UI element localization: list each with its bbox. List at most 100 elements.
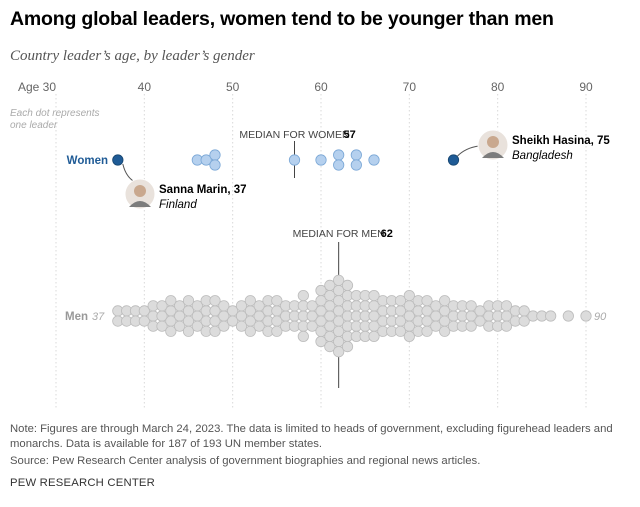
women-dot-64 (350, 159, 362, 171)
tick-label-80: 80 (491, 80, 505, 94)
annotation-connector-2 (457, 145, 479, 157)
men-dot-60 (315, 284, 327, 297)
men-dot-66 (368, 330, 380, 342)
men-dot-72 (421, 325, 433, 337)
men-dot-66 (368, 289, 380, 302)
men-max-label: 90 (594, 311, 607, 323)
women-dot-60 (315, 154, 327, 166)
men-dot-42 (156, 300, 168, 312)
men-dot-40 (138, 315, 150, 327)
men-dot-81 (500, 300, 513, 312)
women-dot-64 (350, 149, 362, 161)
men-dot-53 (253, 320, 265, 332)
annotation-1-name: Sanna Marin, 37 (159, 184, 247, 196)
men-dot-60 (315, 335, 327, 348)
men-dot-59 (306, 320, 318, 332)
men-dot-44 (174, 300, 186, 312)
men-dot-51 (235, 300, 248, 312)
men-dot-86 (545, 310, 557, 322)
men-dot-43 (165, 325, 177, 337)
men-dot-49 (218, 320, 230, 332)
men-dot-55 (271, 325, 283, 337)
men-dot-88 (562, 310, 574, 322)
men-dot-61 (324, 279, 336, 291)
men-dot-45 (182, 295, 195, 307)
annotation-2-country: Bangladesh (512, 150, 573, 162)
men-dot-58 (297, 289, 309, 302)
annotation-2-name: Sheikh Hasina, 75 (512, 135, 610, 147)
women-dot-48 (209, 159, 221, 171)
median-women-label: MEDIAN FOR WOMEN (239, 129, 349, 141)
men-dot-77 (465, 300, 477, 312)
men-dot-45 (182, 325, 195, 337)
source-note: Source: Pew Research Center analysis of … (10, 455, 481, 467)
avatar-icon-2-body (482, 152, 504, 158)
chart-subtitle: Country leader’s age, by leader’s gender (10, 48, 255, 64)
men-dot-74 (439, 295, 451, 307)
brand-footer: PEW RESEARCH CENTER (10, 477, 156, 489)
women-dot-57 (288, 154, 301, 166)
men-dot-81 (500, 320, 513, 332)
avatar-icon-2 (477, 129, 509, 161)
row-label-men: Men (65, 311, 88, 323)
avatar-icon-1-body (129, 201, 151, 207)
men-dot-48 (209, 325, 221, 337)
men-dot-51 (235, 320, 248, 332)
men-dot-46 (191, 320, 203, 332)
tick-label-60: 60 (314, 80, 328, 94)
men-dot-77 (465, 320, 477, 332)
median-men-label: MEDIAN FOR MEN (293, 228, 385, 240)
men-dot-46 (191, 300, 203, 312)
women-dot-62 (333, 159, 345, 171)
women-dot-75 (447, 154, 460, 166)
men-dot-90 (580, 310, 592, 322)
note-line-2: monarchs. Data is available for 187 of 1… (10, 438, 323, 450)
men-dot-43 (165, 295, 177, 307)
avatar-icon-1-face (134, 185, 146, 197)
dot-legend-note-2: one leader (10, 120, 58, 131)
men-dot-53 (253, 300, 265, 312)
men-dot-72 (421, 295, 433, 307)
tick-label-90: 90 (579, 80, 593, 94)
men-dot-61 (324, 340, 336, 353)
men-dot-62 (333, 346, 345, 358)
median-men-value: 62 (381, 228, 393, 240)
annotation-connector-1 (122, 163, 136, 183)
men-dot-70 (403, 330, 415, 342)
tick-label-40: 40 (138, 80, 152, 94)
beeswarm-chart: Age 30 40 50 60 70 80 90 Each dot representsone… (10, 80, 610, 408)
men-dot-48 (209, 295, 221, 307)
chart-title: Among global leaders, women tend to be y… (10, 8, 554, 30)
avatar-icon-2-face (487, 136, 499, 148)
men-dot-55 (271, 295, 283, 307)
men-dot-83 (518, 315, 530, 327)
men-dot-62 (333, 274, 345, 286)
men-dot-69 (394, 295, 407, 307)
men-dot-59 (306, 300, 318, 312)
note-line-1: Note: Figures are through March 24, 2023… (10, 423, 613, 435)
men-dot-52 (244, 295, 256, 307)
men-dot-49 (218, 300, 230, 312)
women-dot-47 (200, 154, 212, 166)
men-dot-50 (227, 315, 239, 327)
men-dot-42 (156, 320, 168, 332)
row-label-women: Women (67, 155, 108, 167)
men-dot-44 (174, 320, 186, 332)
women-dot-48 (209, 149, 221, 161)
annotation-1-country: Finland (159, 199, 197, 211)
men-min-label: 37 (92, 311, 105, 323)
men-dot-52 (244, 325, 256, 337)
median-women-value: 57 (344, 129, 356, 141)
dot-legend-note-1: Each dot represents (10, 108, 100, 119)
men-dot-73 (430, 320, 442, 332)
men-dot-73 (430, 300, 442, 312)
tick-label-30: Age 30 (18, 80, 56, 94)
men-dot-58 (297, 330, 309, 342)
women-dot-66 (368, 154, 380, 166)
men-dot-63 (341, 279, 354, 291)
tick-label-70: 70 (403, 80, 417, 94)
avatar-icon-1 (124, 178, 156, 210)
men-dot-63 (341, 340, 354, 353)
men-dot-78 (474, 315, 486, 327)
men-dot-70 (403, 289, 415, 302)
